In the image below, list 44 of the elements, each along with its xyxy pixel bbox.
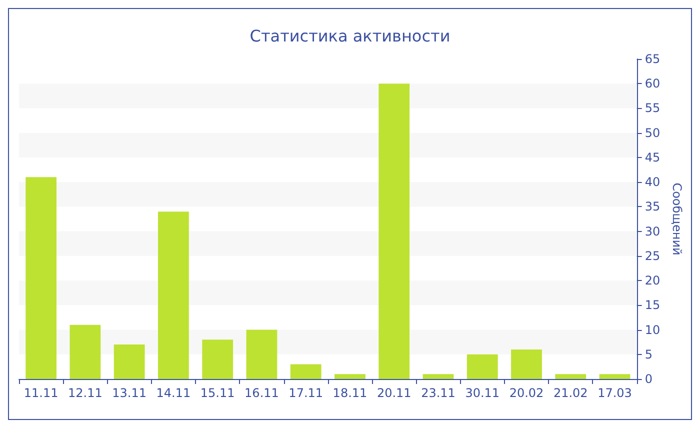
y-tick-label: 40 [644, 175, 660, 190]
x-tick-label: 20.02 [509, 386, 544, 400]
y-tick-label: 55 [644, 101, 660, 116]
y-tick-label: 0 [644, 372, 652, 386]
bar [70, 324, 101, 379]
bar [114, 344, 145, 379]
bar [334, 374, 366, 379]
y-tick-label: 10 [644, 322, 660, 337]
x-tick-label: 18.11 [332, 386, 368, 400]
bar [511, 349, 542, 379]
y-tick-label: 60 [644, 76, 660, 91]
x-tick-label: 23.11 [421, 386, 456, 400]
y-tick-label: 5 [644, 347, 652, 362]
x-tick-label: 12.11 [68, 386, 102, 400]
y-tick-label: 25 [644, 248, 660, 263]
bar [202, 340, 234, 379]
x-tick-label: 17.11 [288, 386, 324, 400]
y-axis-title: Сообщений [670, 182, 684, 256]
y-tick-label: 20 [644, 274, 660, 288]
bar [555, 374, 586, 379]
y-tick-label: 45 [644, 150, 660, 164]
y-tick-label: 30 [644, 224, 660, 238]
x-tick-label: 15.11 [200, 386, 235, 400]
bar [422, 374, 454, 379]
y-tick-label: 35 [644, 200, 660, 214]
bar [290, 364, 322, 379]
y-tick-label: 15 [644, 298, 660, 312]
x-tick-label: 21.02 [553, 386, 588, 400]
x-tick-label: 30.11 [465, 386, 500, 400]
chart-title: Статистика активности [250, 26, 450, 46]
bar [599, 374, 630, 379]
y-tick-label: 65 [644, 52, 660, 66]
bar [466, 354, 498, 379]
x-tick-label: 20.11 [376, 386, 412, 400]
x-tick-label: 11.11 [24, 386, 58, 400]
y-tick-label: 50 [644, 126, 660, 140]
x-tick-label: 13.11 [112, 386, 147, 400]
x-tick-label: 14.11 [156, 386, 191, 400]
bar [246, 330, 278, 379]
x-tick-label: 17.03 [598, 386, 632, 400]
x-tick-label: 16.11 [244, 386, 279, 400]
bar [158, 212, 189, 379]
bar [26, 177, 57, 379]
bar [378, 84, 410, 379]
